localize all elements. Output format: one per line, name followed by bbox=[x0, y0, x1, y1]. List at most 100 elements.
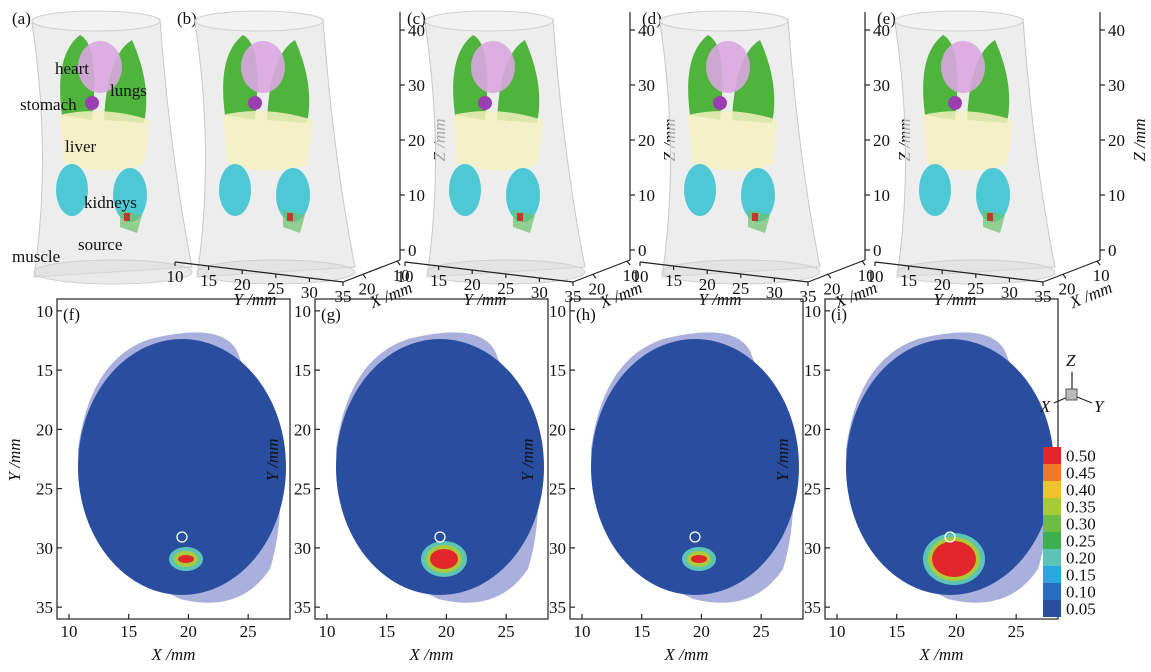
y-tick-label: 15 bbox=[36, 361, 53, 380]
panel-label: (b) bbox=[177, 9, 197, 28]
z-tick-label: 10 bbox=[408, 186, 425, 205]
x-tick bbox=[627, 261, 630, 265]
organ-label: lungs bbox=[110, 81, 147, 100]
kidney-left bbox=[219, 164, 251, 216]
y-tick-label: 15 bbox=[804, 361, 821, 380]
y-axis-label: Y /mm bbox=[518, 439, 537, 482]
z-axis-label: Z /mm bbox=[1130, 119, 1149, 162]
heart bbox=[471, 41, 515, 93]
y-tick-label: 25 bbox=[549, 480, 566, 499]
y-tick-label: 10 bbox=[397, 267, 414, 286]
x-tick bbox=[862, 261, 865, 265]
x-tick-label: 25 bbox=[753, 622, 770, 641]
triad-z-label: Z bbox=[1066, 351, 1076, 370]
liver bbox=[688, 111, 778, 171]
z-tick-label: 10 bbox=[873, 186, 890, 205]
colorbar-band bbox=[1043, 600, 1061, 617]
y-tick-label: 10 bbox=[804, 302, 821, 321]
x-tick-label: 15 bbox=[888, 622, 905, 641]
heart bbox=[706, 41, 750, 93]
y-tick-label: 25 bbox=[804, 480, 821, 499]
liver bbox=[923, 111, 1013, 171]
y-tick-label: 10 bbox=[632, 267, 649, 286]
panel-3d: (e)010203040Z /mm101520253035Y /mm2010X … bbox=[867, 9, 1150, 312]
z-tick-label: 10 bbox=[638, 186, 655, 205]
colorbar-band bbox=[1043, 549, 1061, 566]
y-axis-label: Y /mm bbox=[263, 439, 282, 482]
x-axis-label: X /mm bbox=[151, 645, 196, 664]
organ-label: muscle bbox=[12, 247, 60, 266]
x-axis-label: X /mm bbox=[409, 645, 454, 664]
hot-inner bbox=[178, 555, 194, 563]
x-tick-label: 25 bbox=[498, 622, 515, 641]
y-tick-label: 35 bbox=[294, 598, 311, 617]
x-tick bbox=[593, 274, 596, 278]
source bbox=[752, 213, 758, 221]
x-tick-label: 15 bbox=[120, 622, 137, 641]
z-tick-label: 0 bbox=[1108, 241, 1117, 260]
liver bbox=[453, 111, 543, 171]
colorbar-band bbox=[1043, 515, 1061, 532]
y-tick-label: 30 bbox=[36, 539, 53, 558]
kidney-left bbox=[919, 164, 951, 216]
page: { "panels_3d": [{"label": "(a)"}, {"labe… bbox=[0, 0, 1151, 667]
y-tick-label: 20 bbox=[804, 420, 821, 439]
heart bbox=[241, 41, 285, 93]
y-tick-label: 35 bbox=[335, 287, 352, 306]
z-tick-label: 30 bbox=[638, 76, 655, 95]
z-tick-label: 20 bbox=[408, 131, 425, 150]
x-axis-label: X /mm bbox=[664, 645, 709, 664]
y-tick-label: 10 bbox=[36, 302, 53, 321]
stomach bbox=[85, 96, 99, 110]
y-tick-label: 35 bbox=[36, 598, 53, 617]
z-tick-label: 30 bbox=[873, 76, 890, 95]
hot-inner bbox=[932, 541, 976, 577]
y-tick-label: 10 bbox=[867, 267, 884, 286]
y-tick-label: 25 bbox=[294, 480, 311, 499]
y-tick-label: 15 bbox=[294, 361, 311, 380]
x-tick bbox=[828, 274, 831, 278]
x-tick bbox=[397, 261, 400, 265]
colorbar-band bbox=[1043, 447, 1061, 464]
triad-cube bbox=[1066, 389, 1077, 400]
panel-label: (d) bbox=[642, 9, 662, 28]
figure: (a)heartlungsstomachliverkidneyssourcemu… bbox=[0, 0, 1151, 667]
x-tick bbox=[1097, 261, 1100, 265]
panel-3d: (a)heartlungsstomachliverkidneyssourcemu… bbox=[12, 9, 192, 284]
colorbar: 0.500.450.400.350.300.250.200.150.100.05 bbox=[1043, 447, 1096, 619]
source bbox=[517, 213, 523, 221]
x-tick-label: 25 bbox=[240, 622, 257, 641]
stomach bbox=[248, 96, 262, 110]
kidney-left bbox=[684, 164, 716, 216]
x-tick bbox=[363, 274, 366, 278]
body-top bbox=[660, 11, 788, 31]
z-tick-label: 10 bbox=[1108, 186, 1125, 205]
y-tick-label: 20 bbox=[36, 420, 53, 439]
y-tick-label: 35 bbox=[804, 598, 821, 617]
y-tick-label: 30 bbox=[549, 539, 566, 558]
x-tick-label: 20 bbox=[948, 622, 965, 641]
body-top bbox=[895, 11, 1023, 31]
x-axis-label: X /mm bbox=[919, 645, 964, 664]
colorbar-band bbox=[1043, 464, 1061, 481]
panel-label: (i) bbox=[831, 305, 847, 324]
organ-label: liver bbox=[65, 137, 96, 156]
panel-label: (e) bbox=[877, 9, 896, 28]
body-top bbox=[32, 11, 160, 31]
kidney-left bbox=[449, 164, 481, 216]
y-axis-label: Y /mm bbox=[5, 439, 24, 482]
liver bbox=[223, 111, 313, 171]
hot-inner bbox=[430, 549, 458, 569]
organ-label: source bbox=[78, 235, 122, 254]
panel-label: (a) bbox=[12, 9, 31, 28]
source bbox=[124, 213, 130, 221]
y-tick-label: 15 bbox=[549, 361, 566, 380]
x-tick-label: 10 bbox=[573, 622, 590, 641]
z-tick-label: 0 bbox=[638, 241, 647, 260]
x-tick-label: 25 bbox=[1008, 622, 1025, 641]
organ-label: heart bbox=[55, 59, 89, 78]
y-tick-label: 15 bbox=[665, 271, 682, 290]
